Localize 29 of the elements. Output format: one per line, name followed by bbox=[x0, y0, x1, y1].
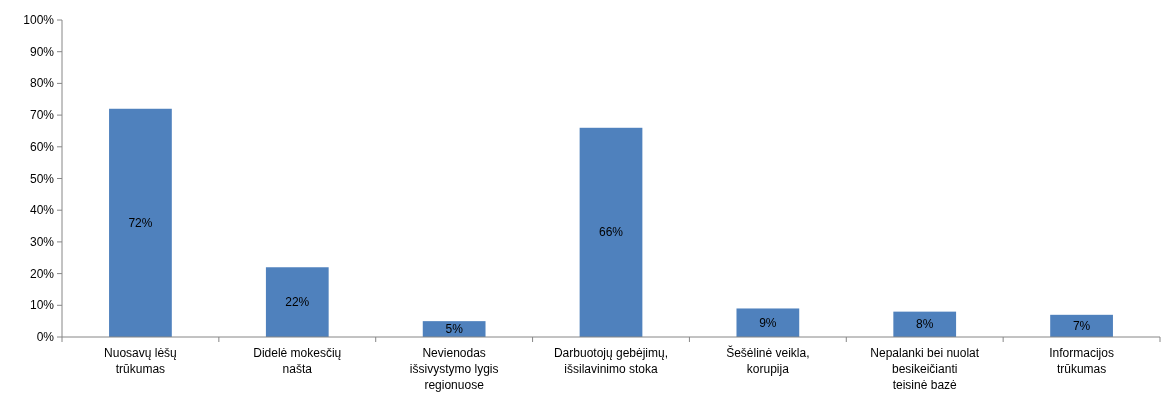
data-label: 22% bbox=[285, 295, 310, 310]
x-tick-label: Darbuotojų gebėjimų, išsilavinimo stoka bbox=[553, 346, 669, 376]
y-tick-label: 0% bbox=[36, 330, 55, 344]
data-label: 66% bbox=[598, 225, 624, 240]
y-tick-label: 60% bbox=[29, 139, 55, 154]
data-label: 72% bbox=[128, 215, 153, 230]
data-label: 5% bbox=[445, 322, 464, 337]
x-tick-label: Nuosavų lėšų trūkumas bbox=[104, 346, 178, 376]
y-tick-label: 30% bbox=[29, 234, 55, 249]
y-tick-label: 10% bbox=[29, 298, 55, 313]
x-tick-label: Informacijos trūkumas bbox=[1049, 346, 1114, 376]
data-label: 8% bbox=[916, 317, 934, 332]
x-tick-label: Šešėlinė veikla, korupija bbox=[726, 345, 810, 376]
x-tick-label: Nevienodas išsivystymo lygis regionuose bbox=[409, 346, 499, 392]
y-tick-label: 50% bbox=[29, 171, 55, 186]
y-tick-label: 40% bbox=[29, 203, 55, 218]
data-label: 9% bbox=[759, 315, 777, 330]
y-tick-label: 20% bbox=[29, 266, 55, 281]
bar bbox=[579, 127, 643, 337]
data-label: 7% bbox=[1072, 318, 1091, 333]
x-tick-label: Didelė mokesčių našta bbox=[253, 346, 342, 376]
y-tick-label: 100% bbox=[23, 13, 55, 27]
x-tick-label: Nepalanki bei nuolat besikeičianti teisinė bazė bbox=[870, 346, 980, 392]
bar bbox=[109, 108, 172, 337]
y-tick-label: 80% bbox=[29, 76, 55, 91]
bar bbox=[265, 267, 329, 337]
bar bbox=[736, 308, 800, 337]
y-tick-label: 70% bbox=[29, 108, 55, 123]
y-tick-label: 90% bbox=[29, 44, 55, 59]
